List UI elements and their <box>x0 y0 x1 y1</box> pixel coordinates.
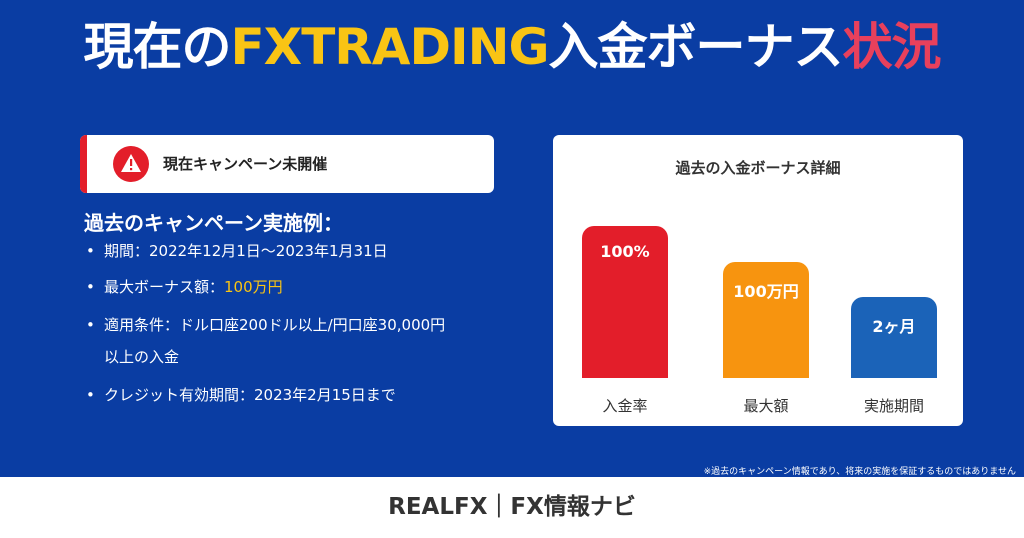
bar-category-label: 最大額 <box>743 397 789 415</box>
bullet: • <box>86 278 95 296</box>
campaign-notice: 現在キャンペーン未開催 <box>80 135 494 193</box>
bar-category-label: 入金率 <box>602 397 648 415</box>
list-item-credit-validity: • クレジット有効期間：2023年2月15日まで <box>86 384 396 405</box>
chart-title: 過去の入金ボーナス詳細 <box>675 159 841 177</box>
period-text: 期間：2022年12月1日～2023年1月31日 <box>104 242 388 260</box>
chart-bar: 100万円 <box>723 262 809 378</box>
examples-title: 過去のキャンペーン実施例： <box>84 211 343 235</box>
notice-accent-bar <box>80 135 87 193</box>
bar-data-label: 100万円 <box>733 282 799 301</box>
page-title: 現在のFXTRADING入金ボーナス状況 <box>0 14 1024 80</box>
title-part-1: 現在の <box>83 18 231 76</box>
bullet: • <box>86 386 95 404</box>
list-item-conditions: • 適用条件：ドル口座200ドル以上/円口座30,000円 <box>86 314 445 335</box>
warning-icon <box>113 146 149 182</box>
chart-bar: 100% <box>582 226 668 378</box>
notice-text: 現在キャンペーン未開催 <box>163 155 328 173</box>
list-item-period: • 期間：2022年12月1日～2023年1月31日 <box>86 240 388 261</box>
title-status: 状況 <box>842 18 942 76</box>
title-part-3: 入金ボーナス <box>548 18 844 76</box>
bar-data-label: 2ヶ月 <box>872 317 916 336</box>
list-item-max-bonus: • 最大ボーナス額：100万円 <box>86 276 283 297</box>
credit-validity-text: クレジット有効期間：2023年2月15日まで <box>104 386 396 404</box>
conditions-text: 適用条件：ドル口座200ドル以上/円口座30,000円 <box>104 316 446 334</box>
main-banner: 現在のFXTRADING入金ボーナス状況 現在キャンペーン未開催 過去のキャンペ… <box>0 0 1024 477</box>
title-brand: FXTRADING <box>230 18 549 76</box>
bar-category-label: 実施期間 <box>863 397 924 415</box>
max-bonus-value: 100万円 <box>224 278 283 296</box>
disclaimer: ※過去のキャンペーン情報であり、将来の実施を保証するものではありません <box>703 467 1016 477</box>
site-footer: REALFX｜FX情報ナビ <box>388 494 636 520</box>
bullet: • <box>86 242 95 260</box>
bullet: • <box>86 316 95 334</box>
chart-bar: 2ヶ月 <box>851 297 937 378</box>
bonus-details-panel: 過去の入金ボーナス詳細 100% 入金率 100万円最大額 2ヶ月実施期間 <box>553 135 963 426</box>
bar-data-label: 100% <box>600 242 650 261</box>
conditions-continuation: 以上の入金 <box>104 348 180 366</box>
max-bonus-label: 最大ボーナス額： <box>104 278 225 296</box>
